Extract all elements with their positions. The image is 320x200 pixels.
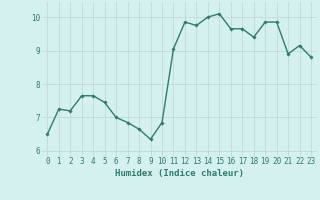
X-axis label: Humidex (Indice chaleur): Humidex (Indice chaleur) <box>115 169 244 178</box>
